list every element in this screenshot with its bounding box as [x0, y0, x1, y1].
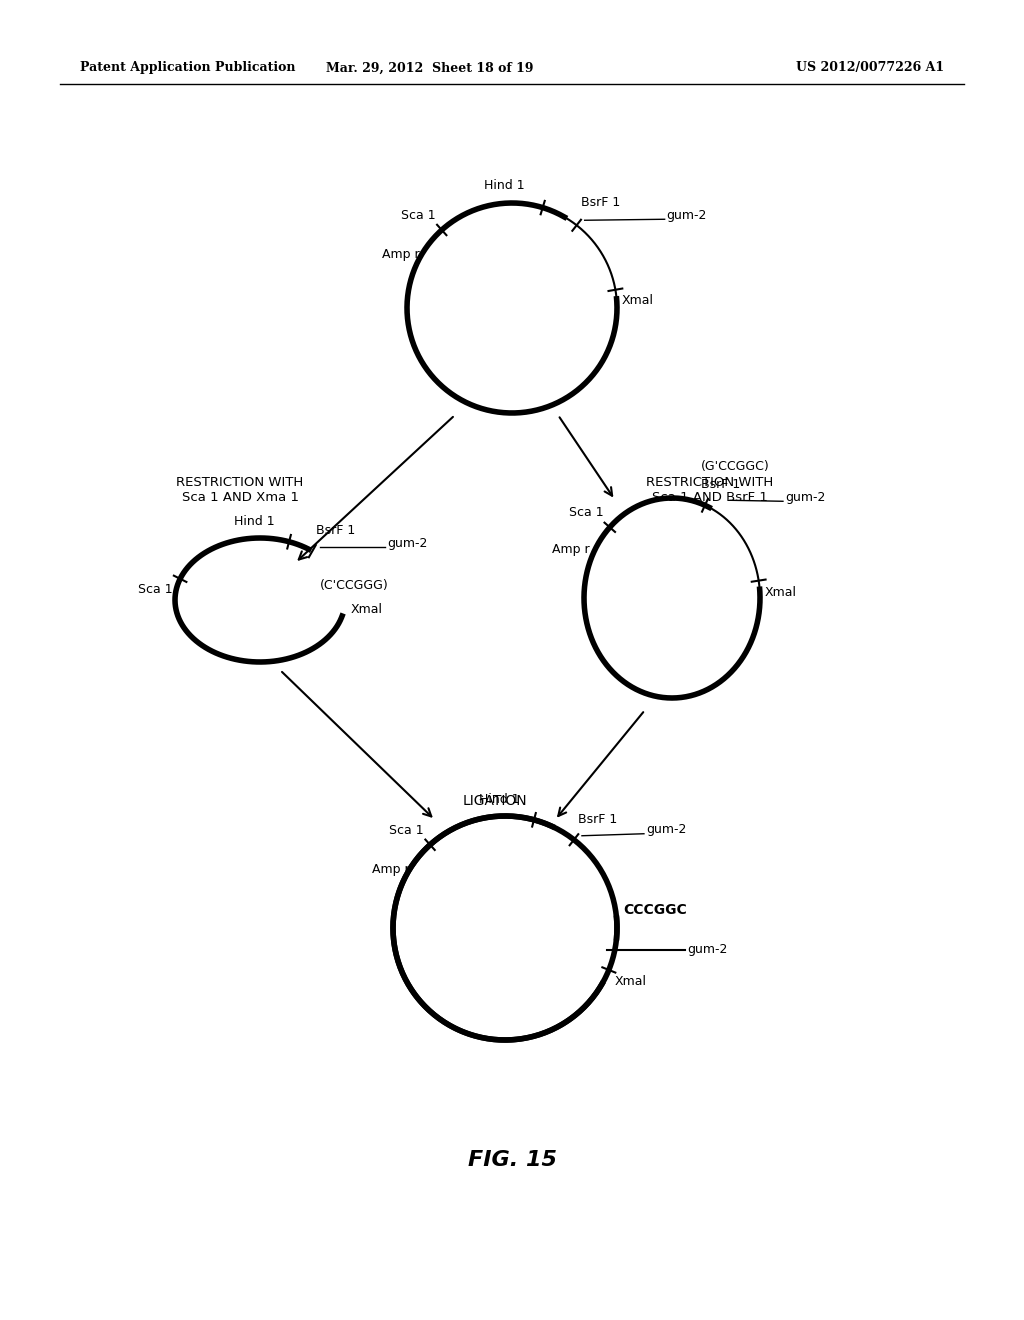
Text: RESTRICTION WITH
Sca 1 AND Xma 1: RESTRICTION WITH Sca 1 AND Xma 1: [176, 477, 304, 504]
Text: BsrF 1: BsrF 1: [701, 478, 740, 491]
Text: Sca 1: Sca 1: [401, 209, 436, 222]
Text: US 2012/0077226 A1: US 2012/0077226 A1: [796, 62, 944, 74]
Text: LIGATION: LIGATION: [463, 795, 527, 808]
Text: gum-2: gum-2: [785, 491, 825, 504]
Text: BsrF 1: BsrF 1: [578, 813, 617, 826]
Text: Xmal: Xmal: [351, 603, 383, 616]
Text: Xmal: Xmal: [622, 294, 653, 306]
Text: gum-2: gum-2: [667, 209, 707, 222]
Text: gum-2: gum-2: [646, 824, 686, 837]
Text: BsrF 1: BsrF 1: [581, 197, 620, 210]
Text: Sca 1: Sca 1: [389, 824, 424, 837]
Text: Hind 1: Hind 1: [484, 178, 524, 191]
Text: (G'CCGGC): (G'CCGGC): [701, 461, 770, 474]
Text: gum-2: gum-2: [387, 537, 428, 549]
Text: Amp r: Amp r: [382, 248, 420, 261]
Text: RESTRICTION WITH
Sca 1 AND BsrF 1: RESTRICTION WITH Sca 1 AND BsrF 1: [646, 477, 773, 504]
Text: Mar. 29, 2012  Sheet 18 of 19: Mar. 29, 2012 Sheet 18 of 19: [327, 62, 534, 74]
Text: CCCGGC: CCCGGC: [623, 903, 687, 917]
Text: FIG. 15: FIG. 15: [468, 1150, 556, 1170]
Text: Patent Application Publication: Patent Application Publication: [80, 62, 296, 74]
Text: Sca 1: Sca 1: [569, 507, 604, 519]
Text: (C'CCGGG): (C'CCGGG): [321, 579, 389, 593]
Text: Xmal: Xmal: [765, 586, 797, 599]
Text: gum-2: gum-2: [687, 944, 727, 957]
Text: Hind 1: Hind 1: [479, 793, 520, 805]
Text: Sca 1: Sca 1: [137, 583, 172, 595]
Text: Amp r: Amp r: [373, 863, 410, 875]
Text: BsrF 1: BsrF 1: [316, 524, 355, 537]
Text: Xmal: Xmal: [614, 975, 647, 987]
Text: Hind 1: Hind 1: [234, 515, 275, 528]
Text: Amp r: Amp r: [552, 544, 590, 556]
